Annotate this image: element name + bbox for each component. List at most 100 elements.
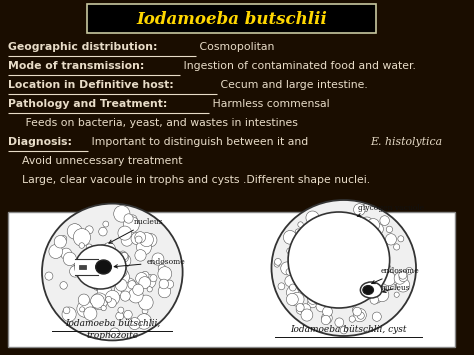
Circle shape [398, 236, 404, 242]
Circle shape [274, 258, 281, 265]
Circle shape [293, 267, 305, 278]
Circle shape [317, 218, 322, 223]
Circle shape [383, 264, 391, 273]
Circle shape [321, 312, 332, 323]
Circle shape [144, 234, 157, 247]
Circle shape [373, 295, 381, 303]
Circle shape [295, 272, 305, 282]
Circle shape [321, 315, 330, 325]
Text: Location in Definitive host:: Location in Definitive host: [8, 80, 173, 90]
Circle shape [352, 307, 357, 312]
Circle shape [108, 267, 120, 280]
Text: Feeds on bacteria, yeast, and wastes in intestines: Feeds on bacteria, yeast, and wastes in … [8, 118, 298, 128]
Circle shape [118, 226, 132, 240]
Circle shape [70, 224, 81, 235]
Circle shape [94, 255, 100, 261]
Ellipse shape [272, 200, 416, 336]
Circle shape [103, 271, 117, 285]
Circle shape [385, 234, 397, 245]
Circle shape [100, 263, 108, 270]
Text: Cosmopolitan: Cosmopolitan [196, 42, 274, 52]
Circle shape [104, 269, 121, 286]
Circle shape [141, 244, 150, 253]
Circle shape [82, 266, 89, 274]
Circle shape [116, 266, 127, 277]
Circle shape [135, 236, 142, 243]
Text: Cecum and large intestine.: Cecum and large intestine. [217, 80, 367, 90]
Circle shape [296, 304, 304, 312]
Circle shape [136, 273, 147, 285]
Circle shape [292, 251, 303, 262]
Circle shape [370, 285, 383, 299]
Circle shape [86, 244, 92, 250]
Circle shape [54, 235, 66, 248]
Circle shape [121, 234, 133, 246]
Circle shape [137, 314, 152, 329]
Circle shape [278, 283, 285, 290]
Circle shape [110, 328, 119, 338]
Circle shape [274, 261, 280, 267]
Circle shape [283, 230, 297, 244]
Text: trophozoite: trophozoite [86, 331, 138, 340]
Circle shape [367, 219, 380, 231]
Circle shape [158, 267, 172, 281]
Circle shape [394, 292, 399, 297]
Circle shape [346, 222, 356, 231]
Circle shape [109, 268, 115, 275]
Circle shape [323, 306, 332, 317]
Circle shape [128, 215, 137, 224]
Circle shape [335, 318, 344, 327]
Circle shape [100, 263, 113, 276]
Circle shape [118, 307, 124, 313]
Circle shape [158, 264, 165, 272]
Circle shape [308, 294, 318, 304]
Circle shape [63, 307, 70, 314]
Text: Iodamoeba bütschlii,: Iodamoeba bütschlii, [64, 319, 160, 328]
Circle shape [85, 226, 93, 234]
Circle shape [61, 236, 67, 242]
Circle shape [393, 244, 400, 250]
Circle shape [370, 225, 377, 233]
Ellipse shape [363, 285, 374, 295]
Circle shape [128, 288, 143, 303]
Circle shape [124, 310, 132, 319]
Circle shape [96, 250, 108, 261]
Circle shape [310, 291, 323, 304]
Circle shape [294, 287, 302, 296]
Circle shape [140, 233, 154, 247]
Ellipse shape [288, 212, 390, 308]
Text: E. histolytica: E. histolytica [370, 137, 443, 147]
FancyBboxPatch shape [8, 212, 455, 347]
Circle shape [80, 307, 85, 312]
Circle shape [70, 266, 81, 277]
Circle shape [305, 288, 310, 293]
Text: Large, clear vacoule in trophs and cysts .Different shape nuclei.: Large, clear vacoule in trophs and cysts… [8, 175, 370, 185]
Circle shape [291, 292, 304, 306]
Circle shape [91, 275, 107, 291]
Circle shape [116, 257, 123, 264]
Circle shape [377, 248, 388, 260]
Circle shape [115, 279, 127, 291]
Circle shape [380, 216, 390, 225]
Circle shape [281, 262, 293, 275]
Circle shape [133, 220, 138, 225]
Circle shape [105, 290, 119, 305]
Circle shape [165, 280, 173, 288]
Circle shape [103, 262, 120, 279]
Circle shape [135, 231, 146, 243]
Circle shape [115, 284, 126, 295]
Circle shape [129, 318, 140, 329]
Circle shape [353, 308, 366, 322]
Circle shape [73, 229, 91, 246]
Circle shape [123, 217, 139, 233]
Circle shape [349, 316, 356, 322]
Text: Diagnosis:: Diagnosis: [8, 137, 72, 147]
Circle shape [368, 230, 373, 236]
Circle shape [382, 293, 387, 298]
Circle shape [301, 309, 313, 321]
Circle shape [67, 224, 82, 239]
Circle shape [383, 257, 389, 263]
Circle shape [100, 269, 117, 286]
Bar [75, 259, 98, 275]
Circle shape [135, 250, 146, 261]
